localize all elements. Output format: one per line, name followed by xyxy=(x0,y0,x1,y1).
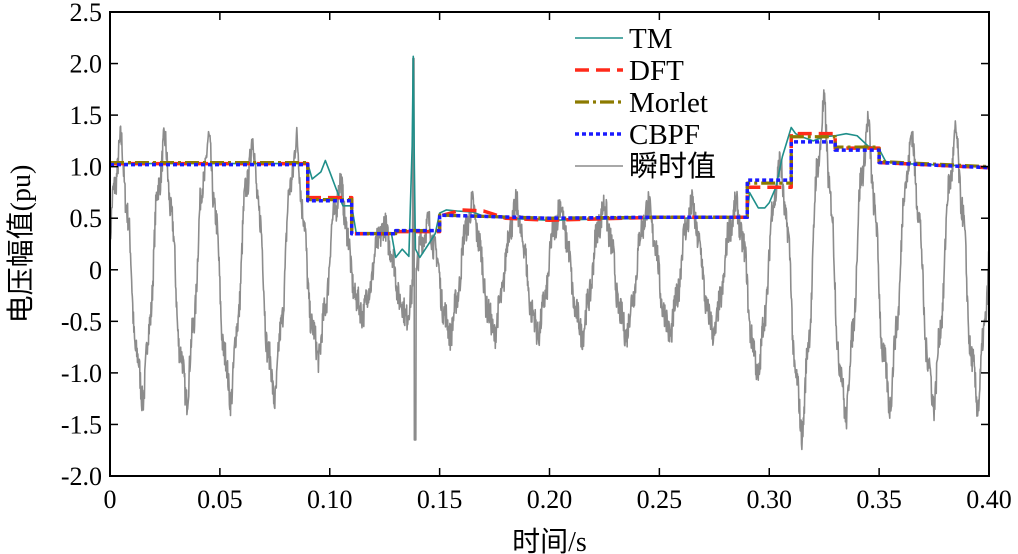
x-tick-label: 0.10 xyxy=(307,485,353,514)
y-tick-label: -2.0 xyxy=(61,462,102,491)
x-axis-label: 时间/s xyxy=(512,526,587,554)
y-tick-label: 1.5 xyxy=(70,101,103,130)
legend-label: DFT xyxy=(629,55,684,87)
x-tick-label: 0 xyxy=(104,485,117,514)
y-tick-label: -0.5 xyxy=(61,307,102,336)
x-tick-label: 0.35 xyxy=(856,485,902,514)
y-tick-label: -1.5 xyxy=(61,410,102,439)
legend-label: Morlet xyxy=(629,87,708,119)
x-tick-label: 0.20 xyxy=(527,485,573,514)
y-tick-label: 1.0 xyxy=(70,153,103,182)
legend-label: 瞬时值 xyxy=(629,150,716,183)
axis-ticks: 0 0.05 0.10 0.15 0.20 0.25 0.30 0.35 0.40 -2.0 -1.… xyxy=(61,0,1012,514)
legend-label: TM xyxy=(629,23,673,55)
x-tick-label: 0.30 xyxy=(747,485,793,514)
x-tick-label: 0.15 xyxy=(417,485,463,514)
plot-series xyxy=(109,55,990,451)
y-tick-label: 0.5 xyxy=(70,204,103,233)
x-tick-label: 0.25 xyxy=(637,485,683,514)
y-tick-label: 0 xyxy=(89,256,102,285)
y-tick-label: 2.0 xyxy=(70,50,103,79)
x-tick-label: 0.40 xyxy=(966,485,1012,514)
x-tick-label: 0.05 xyxy=(197,485,243,514)
y-axis-label: 电压幅值(pu) xyxy=(5,165,37,324)
y-tick-label: 2.5 xyxy=(70,0,103,27)
series-line-4 xyxy=(109,57,990,451)
y-tick-label: -1.0 xyxy=(61,359,102,388)
series-line-3 xyxy=(110,140,990,236)
legend-label: CBPF xyxy=(629,119,700,151)
